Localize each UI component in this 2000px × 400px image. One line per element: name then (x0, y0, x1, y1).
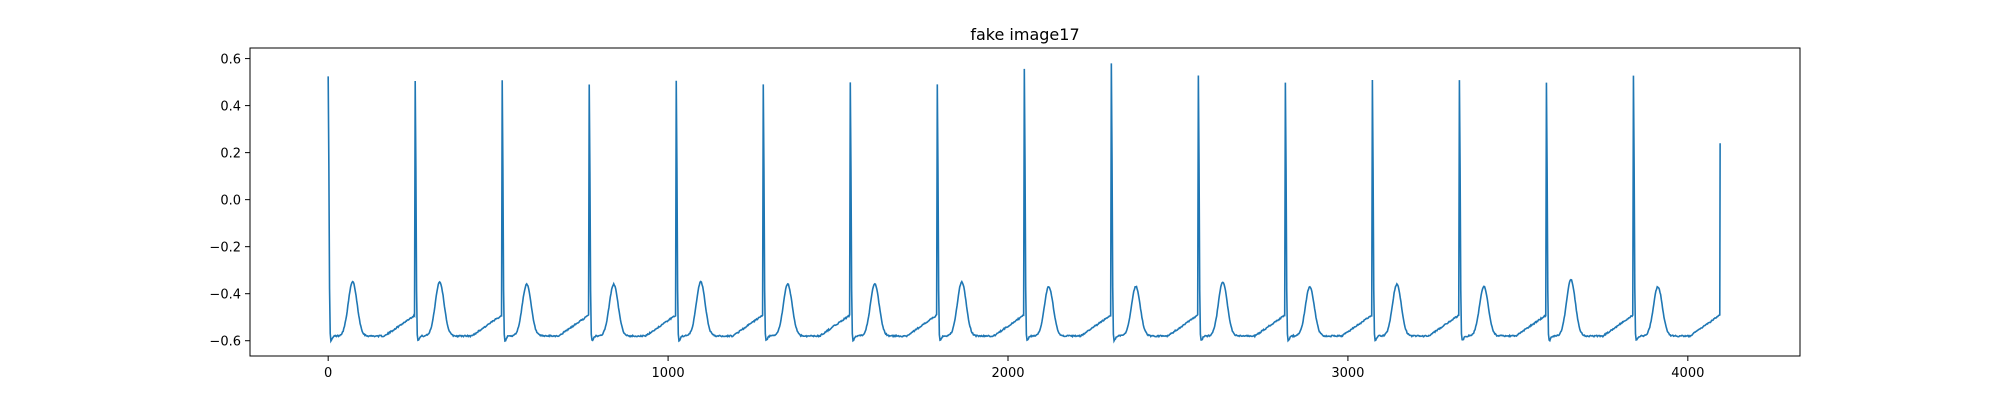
signal-line (327, 63, 1721, 344)
y-tick-label: 0.2 (220, 147, 241, 162)
x-tick-label: 2000 (991, 366, 1024, 381)
x-tick-label: 4000 (1671, 366, 1704, 381)
x-tick-label: 0 (324, 366, 332, 381)
y-axis: −0.6 −0.4 −0.2 0.0 0.2 0.4 0.6 (209, 53, 250, 350)
plot-frame (249, 47, 1801, 357)
y-tick-label: 0.6 (220, 53, 241, 68)
x-tick-label: 3000 (1331, 366, 1364, 381)
y-tick-label: 0.4 (220, 100, 241, 115)
x-tick-label: 1000 (652, 366, 685, 381)
y-tick-label: −0.6 (209, 335, 241, 350)
y-tick-label: −0.4 (209, 288, 241, 303)
x-axis: 0 1000 2000 3000 4000 (324, 356, 1704, 381)
chart-title: fake image17 (970, 25, 1079, 44)
plot-line-group (327, 63, 1721, 344)
y-tick-label: −0.2 (209, 241, 241, 256)
y-tick-label: 0.0 (220, 194, 241, 209)
